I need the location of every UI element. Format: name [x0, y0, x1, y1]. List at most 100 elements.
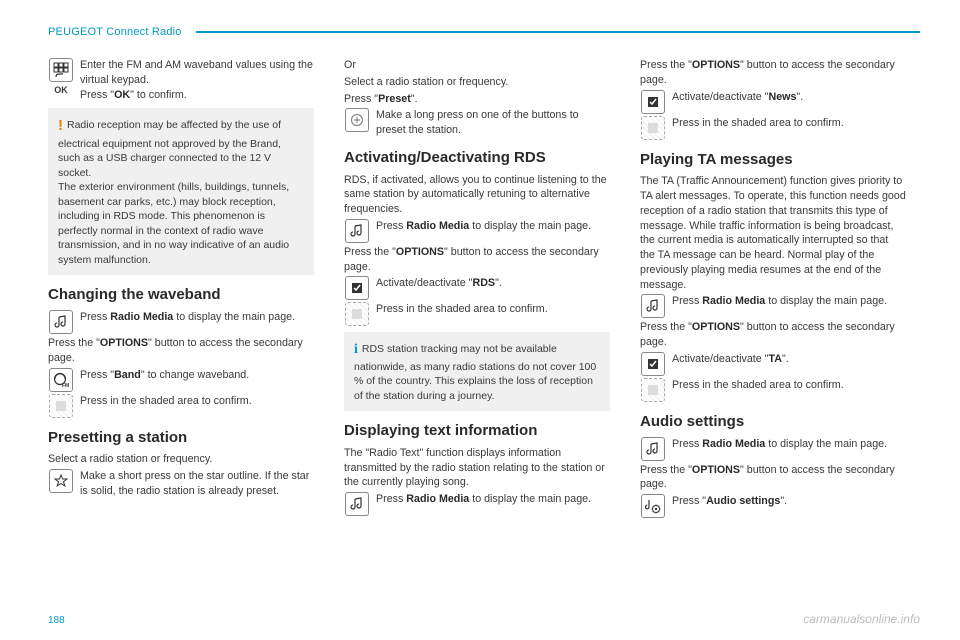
step-confirm-shaded: Press in the shaded area to confirm. — [640, 116, 906, 140]
text: RDS, if activated, allows you to continu… — [344, 173, 610, 217]
text: Press — [80, 311, 110, 323]
text: Press — [376, 493, 406, 505]
shaded-area-icon — [48, 394, 74, 418]
bold: OK — [114, 89, 130, 101]
bold: Radio Media — [702, 295, 765, 307]
watermark: carmanualsonline.info — [803, 612, 920, 626]
ok-label: OK — [54, 84, 68, 96]
checkbox-icon — [640, 90, 666, 114]
step-activate-rds: Activate/deactivate "RDS". — [344, 276, 610, 300]
text: ". — [796, 91, 803, 103]
text-options: Press the "OPTIONS" button to access the… — [640, 320, 906, 350]
bold: Audio settings — [706, 495, 780, 507]
checkbox-icon — [344, 276, 370, 300]
text: " to change waveband. — [141, 369, 249, 381]
text: Press " — [80, 369, 114, 381]
b: OPTIONS — [692, 464, 740, 476]
b: Preset — [378, 93, 411, 105]
bold: Band — [114, 369, 141, 381]
text: Activate/deactivate " — [672, 353, 768, 365]
text: to display the main page. — [765, 438, 887, 450]
b: OPTIONS — [692, 321, 740, 333]
bold: Radio Media — [110, 311, 173, 323]
text: Or — [344, 58, 610, 73]
text: " to confirm. — [130, 89, 187, 101]
keypad-ok-icon: OK — [48, 58, 74, 96]
bold: TA — [768, 353, 781, 365]
info-icon: i — [354, 342, 358, 357]
heading-ta: Playing TA messages — [640, 150, 906, 171]
step-enter-waveband: OK Enter the FM and AM waveband values u… — [48, 58, 314, 102]
text-options: Press the "OPTIONS" button to access the… — [48, 336, 314, 366]
step-radio-media: Press Radio Media to display the main pa… — [48, 310, 314, 334]
manual-page: PEUGEOT Connect Radio — [0, 0, 960, 640]
step-audio-settings: Press "Audio settings". — [640, 494, 906, 518]
t: Press the " — [48, 337, 100, 349]
heading-rds: Activating/Deactivating RDS — [344, 148, 610, 169]
bold: Radio Media — [702, 438, 765, 450]
warning-icon: ! — [58, 117, 63, 134]
bold: Radio Media — [406, 493, 469, 505]
text: Press in the shaded area to confirm. — [80, 394, 314, 409]
text: ". — [782, 353, 789, 365]
music-note-icon — [48, 310, 74, 334]
info-callout: iRDS station tracking may not be availab… — [344, 332, 610, 411]
text: ". — [495, 277, 502, 289]
step-long-press: Make a long press on one of the buttons … — [344, 108, 610, 138]
t: Press the " — [640, 321, 692, 333]
step-radio-media: Press Radio Media to display the main pa… — [640, 294, 906, 318]
column-3: Press the "OPTIONS" button to access the… — [640, 56, 906, 520]
text: Make a long press on one of the buttons … — [376, 108, 610, 138]
music-note-icon — [640, 294, 666, 318]
step-confirm-shaded: Press in the shaded area to confirm. — [344, 302, 610, 326]
star-outline-icon — [48, 469, 74, 493]
text: Press — [376, 220, 406, 232]
step-band: FM Press "Band" to change waveband. — [48, 368, 314, 392]
text: The TA (Traffic Announcement) function g… — [640, 174, 906, 292]
text: Press in the shaded area to confirm. — [672, 378, 906, 393]
text: Press in the shaded area to confirm. — [376, 302, 610, 317]
callout-text: Radio reception may be affected by the u… — [58, 119, 289, 266]
fm-band-icon: FM — [48, 368, 74, 392]
step-activate-ta: Activate/deactivate "TA". — [640, 352, 906, 376]
t: Press " — [344, 93, 378, 105]
b: OPTIONS — [692, 59, 740, 71]
shaded-area-icon — [640, 378, 666, 402]
heading-presetting: Presetting a station — [48, 428, 314, 449]
step-radio-media: Press Radio Media to display the main pa… — [344, 219, 610, 243]
bold: RDS — [472, 277, 495, 289]
music-note-icon — [344, 492, 370, 516]
warning-callout: !Radio reception may be affected by the … — [48, 108, 314, 275]
checkbox-icon — [640, 352, 666, 376]
plus-circle-icon — [344, 108, 370, 132]
text: Activate/deactivate " — [376, 277, 472, 289]
header-title: PEUGEOT Connect Radio — [48, 26, 182, 38]
t: Press the " — [344, 246, 396, 258]
text: Activate/deactivate " — [672, 91, 768, 103]
text: Press " — [672, 495, 706, 507]
step-radio-media: Press Radio Media to display the main pa… — [344, 492, 610, 516]
text: Make a short press on the star outline. … — [80, 469, 314, 499]
step-confirm-shaded: Press in the shaded area to confirm. — [640, 378, 906, 402]
svg-text:FM: FM — [62, 383, 69, 388]
t: ". — [411, 93, 418, 105]
text: Select a radio station or frequency. — [48, 452, 314, 467]
text: Press — [672, 295, 702, 307]
text-options: Press the "OPTIONS" button to access the… — [640, 463, 906, 493]
bold: News — [768, 91, 796, 103]
text: Enter the FM and AM waveband values usin… — [80, 59, 313, 86]
music-note-icon — [344, 219, 370, 243]
text: Press " — [80, 89, 114, 101]
text: Press — [672, 438, 702, 450]
callout-text: RDS station tracking may not be availabl… — [354, 343, 596, 401]
text: to display the main page. — [469, 220, 591, 232]
text-options: Press the "OPTIONS" button to access the… — [640, 58, 906, 88]
step-radio-media: Press Radio Media to display the main pa… — [640, 437, 906, 461]
content-columns: OK Enter the FM and AM waveband values u… — [48, 56, 920, 520]
shaded-area-icon — [640, 116, 666, 140]
text-preset: Press "Preset". — [344, 92, 610, 107]
shaded-area-icon — [344, 302, 370, 326]
t: Press the " — [640, 464, 692, 476]
heading-text-info: Displaying text information — [344, 421, 610, 442]
text-options: Press the "OPTIONS" button to access the… — [344, 245, 610, 275]
